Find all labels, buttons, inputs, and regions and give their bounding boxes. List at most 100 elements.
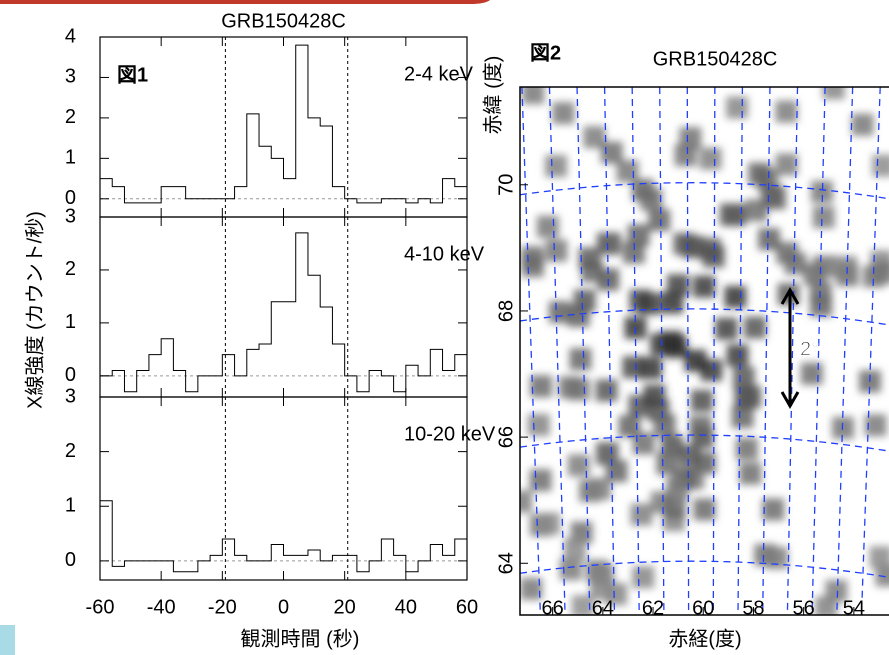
x-tick-label: 58	[742, 597, 764, 619]
blob	[639, 357, 662, 380]
meridian	[548, 87, 566, 615]
blob	[724, 285, 747, 308]
y-tick-label: 0	[65, 364, 76, 386]
annotation: 2°	[800, 338, 819, 360]
sky-image	[520, 87, 889, 615]
x-tick-label: 64	[592, 597, 614, 619]
blob	[762, 498, 785, 521]
blob	[726, 96, 749, 119]
y-tick-label: 66	[495, 426, 517, 448]
blob	[569, 348, 592, 371]
x-tick-label: 40	[395, 596, 417, 618]
chart-title: GRB150428C	[221, 10, 346, 32]
blob	[784, 252, 807, 275]
meridian	[786, 87, 799, 615]
x-tick-label: -20	[208, 596, 237, 618]
blob	[690, 389, 713, 412]
blob	[545, 155, 568, 178]
x-axis-label: 赤経(度)	[668, 627, 741, 650]
blob	[732, 366, 755, 389]
blob	[529, 469, 552, 492]
blob	[869, 546, 889, 569]
blob	[600, 141, 623, 164]
y-tick-label: 2	[65, 440, 76, 462]
figure-2: 図2 GRB150428C 赤緯 (度) 赤経(度) 64 66 68 70 66 64 62 60 5…	[481, 42, 889, 650]
meridian	[836, 87, 854, 615]
blob	[822, 87, 845, 100]
blob	[731, 405, 754, 428]
blob	[578, 247, 601, 270]
chart-title: GRB150428C	[653, 48, 778, 70]
y-tick-label: 3	[65, 385, 76, 407]
blob	[812, 206, 835, 229]
blob	[638, 292, 661, 315]
blob	[571, 595, 594, 615]
y-tick-label: 3	[65, 66, 76, 88]
meridian	[762, 87, 771, 615]
blob	[536, 215, 559, 238]
blob	[630, 503, 653, 526]
meridian	[860, 87, 881, 615]
meridian	[659, 87, 665, 615]
blob	[815, 596, 838, 615]
blob	[810, 180, 833, 203]
blob	[618, 415, 641, 438]
blob	[521, 246, 544, 269]
blob	[834, 256, 857, 279]
meridian	[521, 87, 542, 615]
x-tick-label: 62	[642, 597, 664, 619]
meridian	[811, 87, 826, 615]
blob	[875, 564, 889, 587]
y-tick-label: 0	[65, 187, 76, 209]
blob	[548, 301, 571, 324]
y-axis-label: 赤緯 (度)	[481, 56, 504, 135]
blob	[693, 498, 716, 521]
x-axis-label: 観測時間 (秒)	[241, 627, 360, 650]
blob	[699, 147, 722, 170]
blob	[758, 228, 781, 251]
blob	[673, 232, 696, 255]
blob	[693, 275, 716, 298]
meridian	[686, 87, 690, 615]
grid-line	[520, 308, 889, 326]
blob	[748, 162, 771, 185]
blob	[715, 317, 738, 340]
y-tick-label: 1	[65, 311, 76, 333]
blob	[743, 316, 766, 339]
blob	[545, 239, 568, 262]
blob	[564, 537, 587, 560]
blob	[765, 546, 788, 569]
band-label: 2-4 keV	[404, 63, 474, 85]
panel-frame	[99, 396, 468, 581]
y-tick-label: 2	[65, 258, 76, 280]
y-tick-label: 68	[495, 300, 517, 322]
light-curve	[100, 500, 467, 573]
blob	[665, 336, 688, 359]
blob	[775, 100, 798, 123]
light-curve	[100, 44, 467, 204]
blob	[567, 454, 590, 477]
blob	[622, 356, 645, 379]
blob	[583, 126, 606, 149]
x-tick-label: -60	[86, 596, 115, 618]
blob	[653, 414, 676, 437]
y-tick-label: 1	[65, 495, 76, 517]
blob	[656, 452, 679, 475]
corner-block	[0, 625, 15, 655]
meridian	[737, 87, 744, 615]
blobs	[520, 87, 889, 615]
meridian	[576, 87, 591, 615]
blob	[734, 386, 757, 409]
blob	[643, 384, 666, 407]
blob	[864, 414, 887, 437]
light-curve	[100, 232, 467, 393]
blob	[552, 102, 575, 125]
blob	[661, 434, 684, 457]
y-tick-label: 1	[65, 147, 76, 169]
grid-line	[520, 434, 889, 452]
figure-label: 図2	[530, 42, 561, 64]
x-tick-label: -40	[147, 596, 176, 618]
blob	[522, 87, 545, 105]
